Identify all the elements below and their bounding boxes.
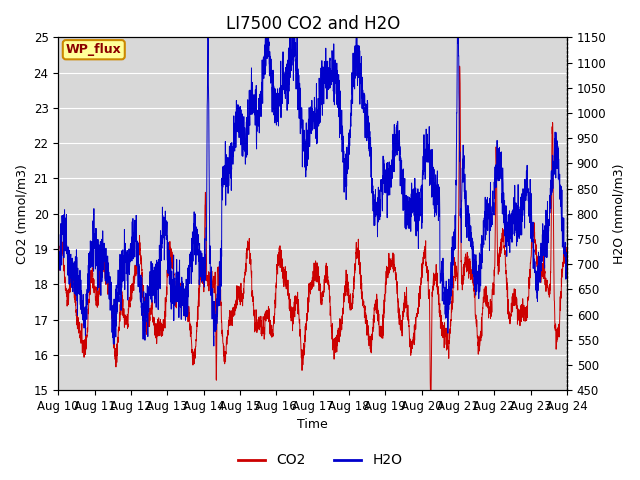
Title: LI7500 CO2 and H2O: LI7500 CO2 and H2O [225, 15, 400, 33]
Legend: CO2, H2O: CO2, H2O [232, 448, 408, 473]
X-axis label: Time: Time [297, 419, 328, 432]
Y-axis label: H2O (mmol/m3): H2O (mmol/m3) [612, 164, 625, 264]
Text: WP_flux: WP_flux [66, 43, 122, 56]
Y-axis label: CO2 (mmol/m3): CO2 (mmol/m3) [15, 164, 28, 264]
